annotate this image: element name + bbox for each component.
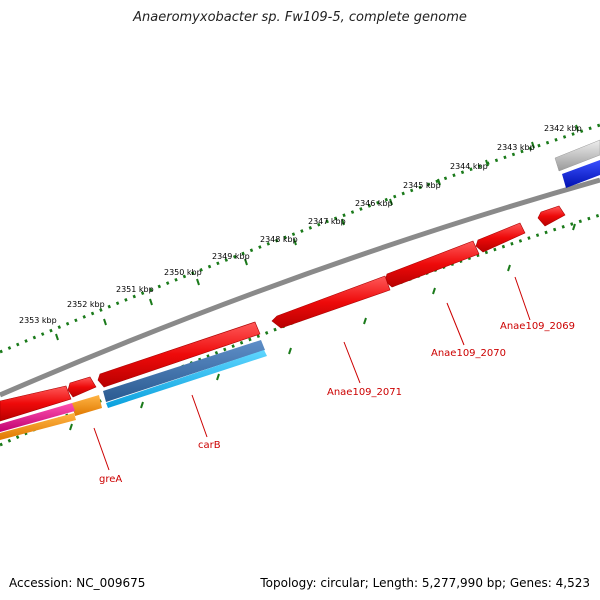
gene-label: Anae109_2071	[327, 387, 402, 398]
gene-labels: Anae109_2069 Anae109_2070 Anae109_2071 c…	[99, 321, 575, 485]
tick-label: 2347 kbp	[308, 217, 346, 226]
genome-summary-text: Topology: circular; Length: 5,277,990 bp…	[260, 576, 590, 590]
ruler-inner-major-ticks	[69, 223, 576, 431]
accession-text: Accession: NC_009675	[9, 576, 146, 590]
tick-label: 2352 kbp	[67, 300, 105, 309]
cds-arrow	[271, 275, 391, 329]
cds-arrow	[67, 376, 97, 398]
map-title: Anaeromyxobacter sp. Fw109-5, complete g…	[133, 10, 467, 25]
gene-label: Anae109_2070	[431, 348, 506, 359]
gene-label: carB	[198, 440, 221, 451]
tick-label: 2346 kbp	[355, 199, 393, 208]
cds-arrow	[0, 385, 72, 422]
tick-label: 2353 kbp	[19, 316, 57, 325]
gene-label: Anae109_2069	[500, 321, 575, 332]
tick-label: 2343 kbp	[497, 143, 535, 152]
cyan-feature	[106, 350, 267, 408]
steel-feature	[103, 340, 265, 402]
cds-arrow	[384, 240, 480, 288]
gray-feature	[554, 139, 600, 172]
genome-backbone	[0, 177, 600, 398]
tick-label: 2345 kbp	[403, 181, 441, 190]
tick-label: 2342 kbp	[544, 124, 582, 133]
orange-feature-right	[72, 395, 102, 416]
ruler-outer-major-ticks	[55, 124, 579, 341]
blue-feature	[562, 160, 600, 188]
ruler-outer-dots	[0, 123, 600, 354]
tick-label: 2351 kbp	[116, 285, 154, 294]
cds-arrow	[97, 321, 261, 388]
tick-label: 2348 kbp	[260, 235, 298, 244]
label-leaders	[93, 276, 531, 471]
cds-arrow	[475, 222, 526, 253]
cds-arrow	[537, 205, 566, 227]
gene-label: greA	[99, 474, 122, 485]
magenta-feature	[0, 403, 75, 432]
orange-feature-left	[0, 413, 76, 440]
cds-track	[0, 205, 566, 422]
tick-label: 2344 kbp	[450, 162, 488, 171]
tick-label: 2350 kbp	[164, 268, 202, 277]
tick-label: 2349 kbp	[212, 252, 250, 261]
ruler-tick-labels: 2342 kbp 2343 kbp 2344 kbp 2345 kbp 2346…	[19, 124, 582, 325]
